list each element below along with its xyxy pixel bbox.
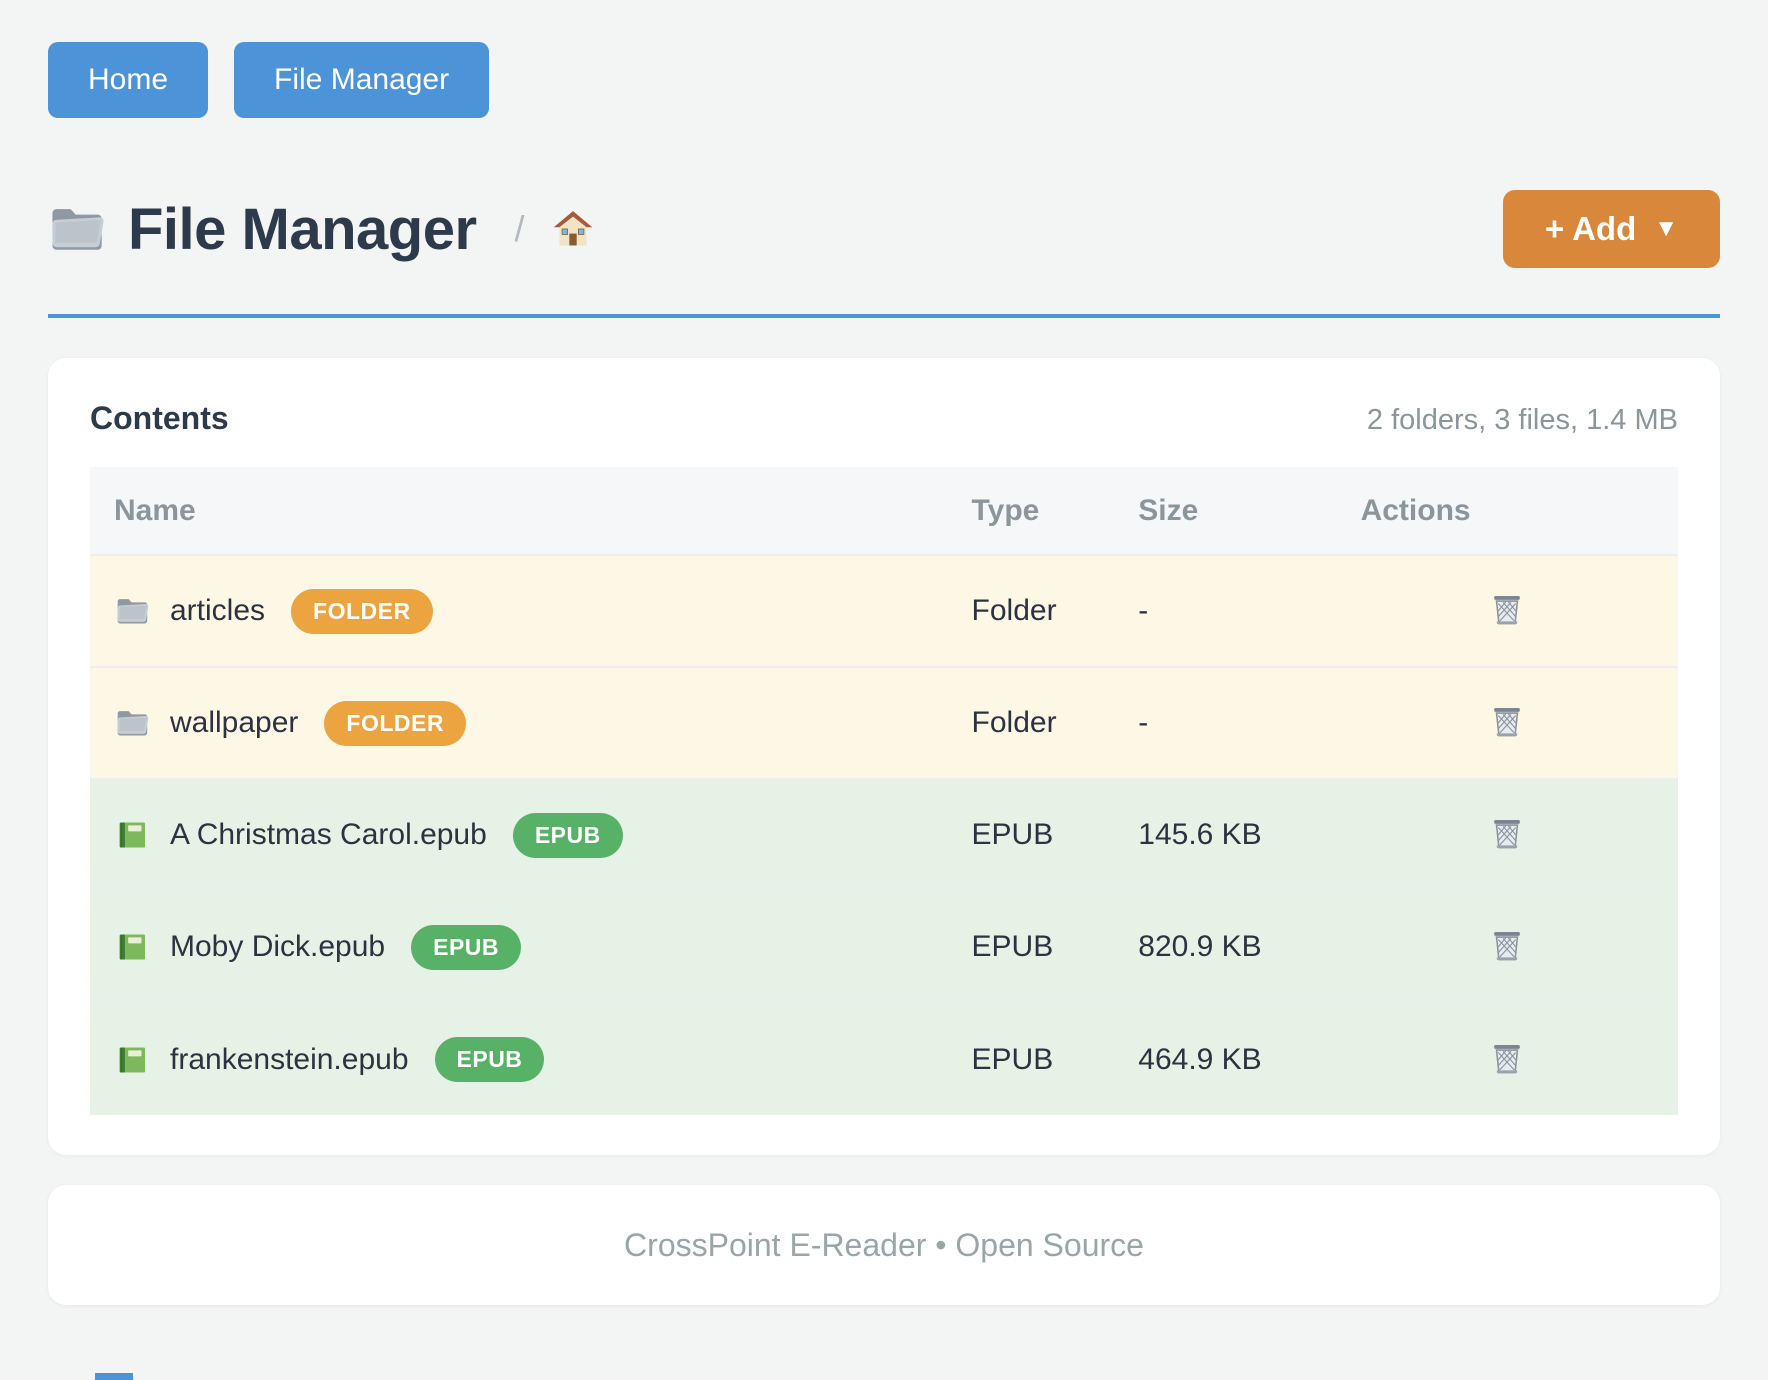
footer-text: CrossPoint E-Reader • Open Source — [624, 1226, 1144, 1263]
type-cell: EPUB — [947, 1002, 1115, 1115]
house-icon[interactable] — [551, 208, 595, 250]
folder-icon — [114, 594, 152, 628]
footer-card: CrossPoint E-Reader • Open Source — [48, 1185, 1720, 1305]
type-badge: EPUB — [434, 1037, 545, 1082]
type-cell: EPUB — [947, 890, 1115, 1003]
delete-button[interactable] — [1484, 697, 1530, 745]
page-header: File Manager / + Add ▼ — [48, 190, 1720, 268]
table-row[interactable]: wallpaper FOLDER Folder - — [90, 666, 1678, 779]
type-cell: EPUB — [947, 778, 1115, 891]
file-table-body: articles FOLDER Folder - wallpaper FOLDE… — [90, 554, 1678, 1115]
file-name[interactable]: wallpaper — [170, 706, 299, 739]
folder-icon — [114, 706, 152, 740]
column-header-actions: Actions — [1336, 467, 1678, 555]
file-name[interactable]: Moby Dick.epub — [170, 930, 386, 963]
trash-icon — [1488, 589, 1526, 629]
size-cell: - — [1114, 554, 1337, 667]
trash-icon — [1488, 1038, 1526, 1078]
contents-summary: 2 folders, 3 files, 1.4 MB — [1366, 404, 1678, 436]
type-cell: Folder — [947, 666, 1115, 779]
type-badge: EPUB — [411, 924, 522, 970]
file-name[interactable]: articles — [170, 594, 266, 627]
file-table: Name Type Size Actions articles FOLDER F… — [90, 467, 1678, 1115]
type-cell: Folder — [947, 554, 1115, 667]
size-cell: - — [1114, 666, 1337, 779]
book-icon — [114, 818, 152, 852]
contents-card-header: Contents 2 folders, 3 files, 1.4 MB — [90, 400, 1678, 437]
delete-button[interactable] — [1484, 585, 1530, 633]
trash-icon — [1488, 701, 1526, 741]
size-cell: 464.9 KB — [1114, 1002, 1337, 1115]
file-name[interactable]: frankenstein.epub — [170, 1042, 409, 1076]
type-badge: FOLDER — [324, 700, 466, 746]
book-icon — [114, 1043, 152, 1077]
column-header-size: Size — [1114, 467, 1337, 555]
breadcrumb-separator: / — [514, 208, 525, 249]
title-wrap: File Manager / — [48, 196, 595, 263]
add-button[interactable]: + Add ▼ — [1502, 190, 1720, 268]
book-icon — [114, 930, 152, 964]
file-name[interactable]: A Christmas Carol.epub — [170, 818, 487, 851]
contents-card: Contents 2 folders, 3 files, 1.4 MB Name… — [48, 358, 1720, 1155]
add-button-label: + Add — [1544, 210, 1637, 247]
table-header-row: Name Type Size Actions — [90, 467, 1678, 555]
page: Home File Manager File Manager / + Add ▼… — [48, 0, 1720, 1380]
contents-title: Contents — [90, 400, 229, 436]
home-button[interactable]: Home — [48, 42, 209, 118]
accent-divider — [48, 314, 1720, 318]
table-row[interactable]: frankenstein.epub EPUB EPUB 464.9 KB — [90, 1002, 1678, 1115]
delete-button[interactable] — [1484, 1034, 1530, 1082]
trash-icon — [1488, 813, 1526, 853]
trash-icon — [1488, 925, 1526, 965]
size-cell: 145.6 KB — [1114, 778, 1337, 891]
delete-button[interactable] — [1484, 921, 1530, 969]
type-badge: FOLDER — [291, 588, 433, 634]
table-row[interactable]: articles FOLDER Folder - — [90, 554, 1678, 667]
table-row[interactable]: A Christmas Carol.epub EPUB EPUB 145.6 K… — [90, 778, 1678, 891]
top-nav: Home File Manager — [48, 0, 1720, 118]
table-row[interactable]: Moby Dick.epub EPUB EPUB 820.9 KB — [90, 890, 1678, 1003]
size-cell: 820.9 KB — [1114, 890, 1337, 1003]
file-manager-button[interactable]: File Manager — [234, 42, 490, 118]
page-title: File Manager — [128, 196, 477, 262]
caret-down-icon: ▼ — [1654, 215, 1678, 242]
type-badge: EPUB — [512, 812, 623, 858]
column-header-name: Name — [90, 467, 948, 555]
column-header-type: Type — [947, 467, 1115, 555]
folder-icon — [48, 203, 108, 255]
delete-button[interactable] — [1484, 809, 1530, 857]
scrolled-element-fragment — [95, 1373, 133, 1380]
